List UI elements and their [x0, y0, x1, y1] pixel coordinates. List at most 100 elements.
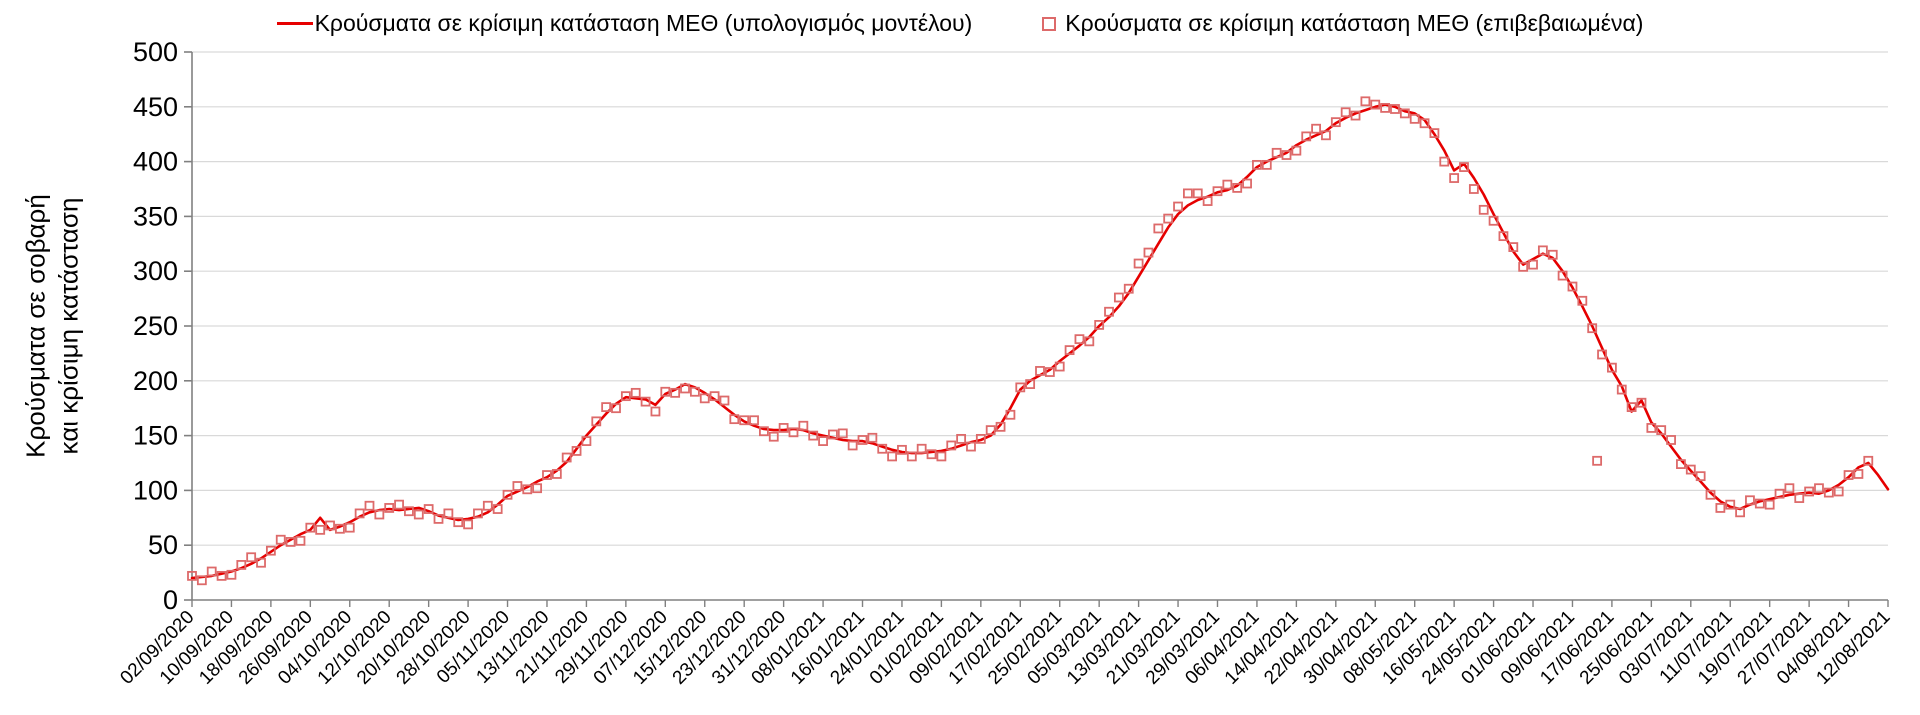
- confirmed-point-marker: [236, 560, 247, 570]
- legend-square-swatch-icon: [1042, 16, 1057, 31]
- confirmed-point-marker: [749, 415, 759, 426]
- confirmed-point-marker: [1439, 156, 1450, 167]
- confirmed-point-marker: [1754, 498, 1765, 509]
- confirmed-point-marker: [1340, 107, 1351, 118]
- confirmed-point-marker: [1419, 118, 1430, 129]
- confirmed-point-marker: [1064, 345, 1075, 356]
- confirmed-point-marker: [906, 451, 917, 462]
- confirmed-point-marker: [1183, 188, 1193, 199]
- confirmed-point-marker: [1370, 99, 1381, 110]
- confirmed-point-marker: [196, 575, 207, 586]
- confirmed-point-marker: [1054, 361, 1065, 372]
- confirmed-point-marker: [1035, 366, 1045, 376]
- confirmed-point-marker: [1261, 159, 1272, 170]
- confirmed-point-marker: [601, 402, 612, 413]
- confirmed-point-marker: [187, 570, 197, 581]
- confirmed-point-marker: [975, 433, 986, 444]
- confirmed-point-marker: [1074, 334, 1085, 345]
- confirmed-point-marker: [344, 522, 355, 533]
- confirmed-point-marker: [1592, 455, 1603, 466]
- confirmed-point-marker: [1252, 159, 1262, 170]
- confirmed-point-marker: [1153, 223, 1164, 234]
- confirmed-point-marker: [1547, 249, 1558, 260]
- confirmed-point-marker: [1626, 402, 1637, 413]
- confirmed-point-marker: [1567, 281, 1578, 292]
- confirmed-point-marker: [1399, 108, 1410, 119]
- y-tick-label: 100: [133, 475, 178, 505]
- confirmed-point-marker: [1380, 102, 1391, 113]
- confirmed-point-marker: [1005, 409, 1016, 420]
- confirmed-point-marker: [463, 519, 473, 530]
- legend-item-model: Κρούσματα σε κρίσιμη κατάσταση ΜΕΘ (υπολ…: [276, 10, 972, 38]
- confirmed-point-marker: [1360, 96, 1371, 107]
- confirmed-point-marker: [1843, 470, 1854, 480]
- confirmed-point-marker: [473, 508, 483, 519]
- confirmed-point-marker: [1725, 499, 1736, 510]
- confirmed-point-marker: [364, 500, 375, 511]
- confirmed-point-marker: [591, 416, 602, 427]
- confirmed-point-marker: [216, 570, 227, 581]
- confirmed-point-marker: [502, 489, 513, 500]
- confirmed-point-marker: [936, 451, 947, 462]
- confirmed-point-marker: [1311, 123, 1321, 134]
- confirmed-point-marker: [443, 508, 454, 519]
- confirmed-point-marker: [1330, 117, 1341, 128]
- y-tick-label: 150: [133, 421, 178, 451]
- confirmed-point-marker: [413, 509, 424, 520]
- confirmed-point-marker: [1133, 258, 1144, 269]
- y-tick-label: 500: [133, 37, 178, 67]
- confirmed-point-marker: [1528, 259, 1538, 270]
- confirmed-point-marker: [1429, 128, 1440, 139]
- confirmed-point-marker: [897, 444, 907, 455]
- confirmed-point-marker: [1646, 423, 1657, 433]
- y-tick-label: 0: [163, 585, 178, 615]
- confirmed-point-marker: [1044, 367, 1055, 377]
- confirmed-point-marker: [1537, 245, 1548, 256]
- confirmed-point-marker: [1449, 173, 1460, 183]
- confirmed-point-marker: [335, 523, 345, 534]
- confirmed-point-marker: [985, 425, 996, 436]
- confirmed-point-marker: [1321, 130, 1331, 141]
- confirmed-point-marker: [384, 503, 395, 513]
- confirmed-point-marker: [561, 452, 572, 463]
- confirmed-point-marker: [966, 441, 976, 452]
- confirmed-point-marker: [1833, 486, 1844, 497]
- confirmed-point-marker: [877, 443, 888, 454]
- confirmed-point-marker: [1192, 188, 1203, 199]
- legend: Κρούσματα σε κρίσιμη κατάσταση ΜΕΘ (υπολ…: [0, 10, 1920, 38]
- confirmed-point-marker: [1232, 183, 1243, 193]
- confirmed-point-marker: [1823, 487, 1834, 498]
- confirmed-point-marker: [315, 524, 326, 535]
- model-line-series: [190, 103, 1890, 580]
- y-tick-label: 300: [133, 256, 178, 286]
- confirmed-point-marker: [867, 432, 878, 443]
- confirmed-point-marker: [1508, 242, 1519, 252]
- confirmed-point-marker: [1577, 295, 1588, 306]
- confirmed-point-marker: [650, 406, 661, 417]
- confirmed-point-marker: [620, 391, 631, 402]
- confirmed-point-marker: [808, 430, 819, 441]
- confirmed-point-marker: [1025, 379, 1036, 389]
- confirmed-point-marker: [1212, 186, 1223, 197]
- confirmed-point-marker: [926, 449, 937, 460]
- confirmed-point-marker: [719, 395, 730, 406]
- confirmed-point-marker: [1705, 489, 1716, 500]
- confirmed-point-marker: [265, 545, 276, 556]
- confirmed-point-marker: [522, 484, 533, 495]
- confirmed-point-marker: [1488, 215, 1499, 226]
- confirmed-point-marker: [1804, 486, 1815, 497]
- confirmed-point-marker: [206, 566, 217, 577]
- confirmed-point-marker: [532, 483, 543, 494]
- confirmed-point-marker: [1656, 425, 1667, 436]
- confirmed-point-marker: [1271, 147, 1282, 158]
- confirmed-point-marker: [1597, 349, 1607, 360]
- confirmed-point-marker: [956, 433, 967, 444]
- confirmed-point-marker: [275, 534, 286, 545]
- confirmed-point-marker: [482, 500, 493, 511]
- confirmed-point-marker: [581, 436, 592, 446]
- confirmed-point-marker: [759, 426, 769, 437]
- confirmed-point-marker: [542, 470, 552, 480]
- confirmed-point-marker: [1409, 113, 1420, 124]
- confirmed-point-marker: [1715, 503, 1726, 513]
